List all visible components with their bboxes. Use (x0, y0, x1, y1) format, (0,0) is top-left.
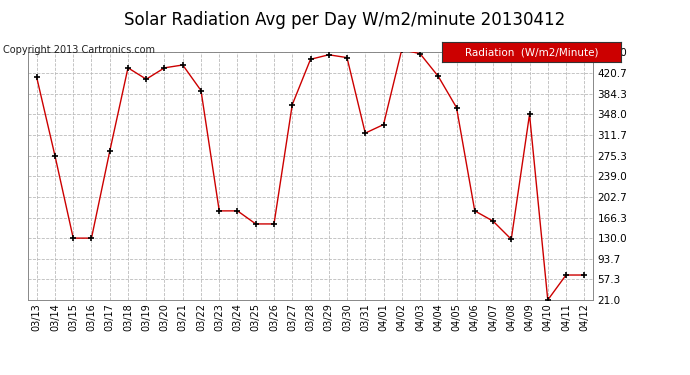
Text: Radiation  (W/m2/Minute): Radiation (W/m2/Minute) (464, 47, 598, 57)
Text: Solar Radiation Avg per Day W/m2/minute 20130412: Solar Radiation Avg per Day W/m2/minute … (124, 11, 566, 29)
Text: Copyright 2013 Cartronics.com: Copyright 2013 Cartronics.com (3, 45, 155, 55)
